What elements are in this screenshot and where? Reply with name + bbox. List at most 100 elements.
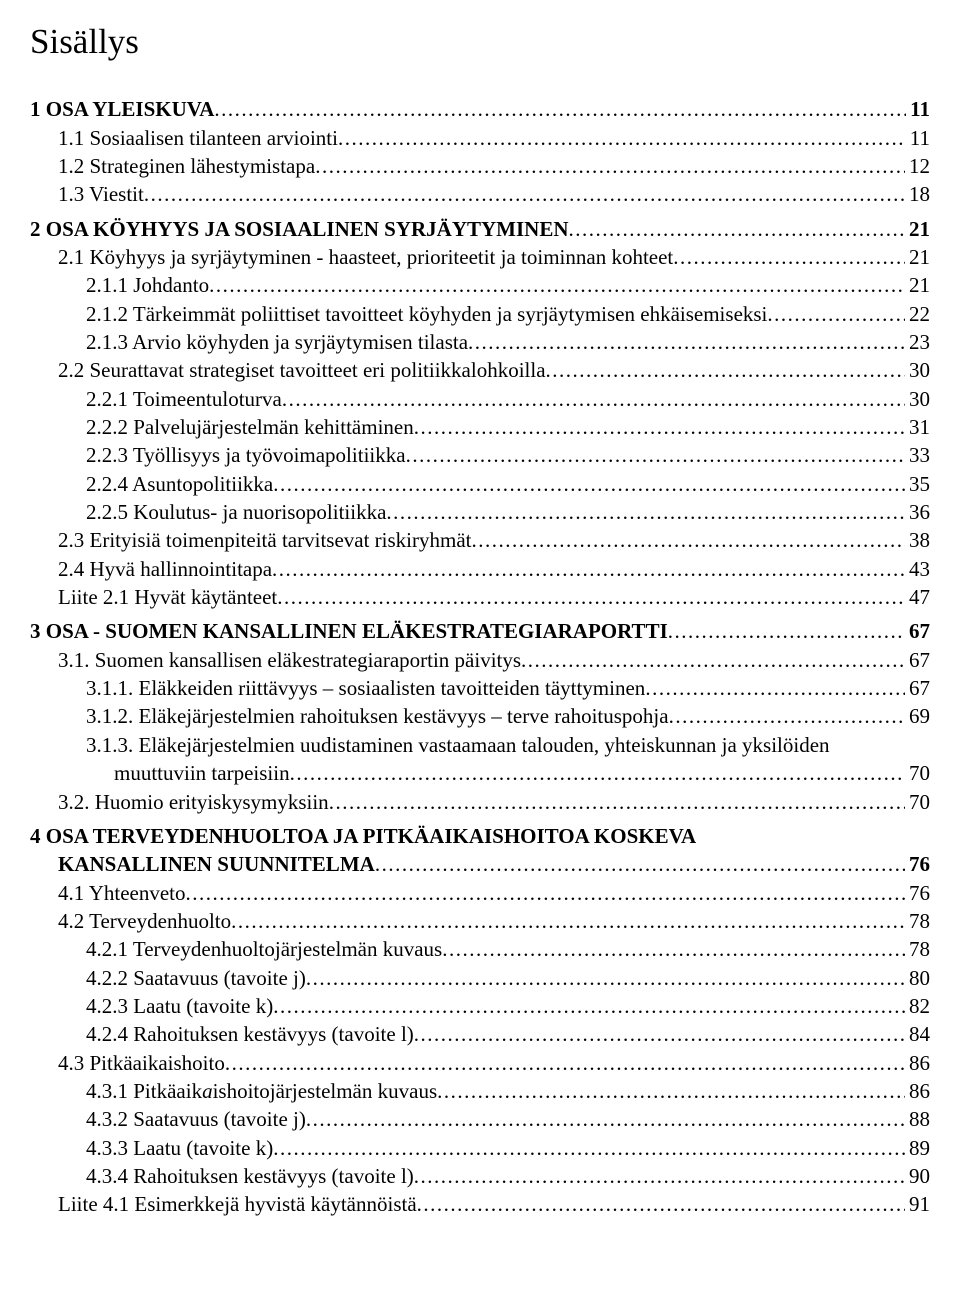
toc-entry-page: 90	[905, 1162, 930, 1190]
toc-entry: 2 OSA KÖYHYYS JA SOSIAALINEN SYRJÄYTYMIN…	[30, 215, 930, 243]
toc-entry-page: 21	[905, 215, 930, 243]
toc-entry-page: 86	[905, 1077, 930, 1105]
toc-entry-page: 31	[905, 413, 930, 441]
toc-entry: 2.4 Hyvä hallinnointitapa...............…	[30, 555, 930, 583]
toc-entry: 2.2.2 Palvelujärjestelmän kehittäminen..…	[30, 413, 930, 441]
toc-entry: muuttuviin tarpeisiin...................…	[30, 759, 930, 787]
toc-entry-text: 2.1.2 Tärkeimmät poliittiset tavoitteet …	[86, 300, 767, 328]
toc-entry-text: 1.1 Sosiaalisen tilanteen arviointi	[58, 124, 338, 152]
toc-entry: 4.3.3 Laatu (tavoite k).................…	[30, 1134, 930, 1162]
toc-entry-text: 3.1.2. Eläkejärjestelmien rahoituksen ke…	[86, 702, 669, 730]
toc-entry-page: 84	[905, 1020, 930, 1048]
toc-entry: 4.2.4 Rahoituksen kestävyys (tavoite l).…	[30, 1020, 930, 1048]
toc-entry-page: 67	[905, 617, 930, 645]
toc-entry-page: 11	[906, 124, 930, 152]
toc-entry-text: 4.2 Terveydenhuolto	[58, 907, 231, 935]
toc-entry: KANSALLINEN SUUNNITELMA.................…	[30, 850, 930, 878]
toc-entry: 3.1.3. Eläkejärjestelmien uudistaminen v…	[30, 731, 930, 759]
toc-entry-text: 2 OSA KÖYHYYS JA SOSIAALINEN SYRJÄYTYMIN…	[30, 215, 569, 243]
table-of-contents: 1 OSA YLEISKUVA.........................…	[30, 95, 930, 1218]
toc-entry: 1.1 Sosiaalisen tilanteen arviointi.....…	[30, 124, 930, 152]
toc-entry-text: 4.3.3 Laatu (tavoite k)	[86, 1134, 273, 1162]
toc-entry: 4 OSA TERVEYDENHUOLTOA JA PITKÄAIKAISHOI…	[30, 822, 930, 850]
toc-entry: 2.1.1 Johdanto..........................…	[30, 271, 930, 299]
toc-entry-text: 2.2.3 Työllisyys ja työvoimapolitiikka	[86, 441, 406, 469]
toc-entry-page: 21	[905, 271, 930, 299]
toc-entry-page: 70	[905, 759, 930, 787]
toc-entry-page: 91	[905, 1190, 930, 1218]
toc-entry-text: Liite 2.1 Hyvät käytänteet	[58, 583, 277, 611]
toc-entry-page: 86	[905, 1049, 930, 1077]
toc-entry-text: 4.1 Yhteenveto	[58, 879, 186, 907]
toc-entry: Liite 4.1 Esimerkkejä hyvistä käytännöis…	[30, 1190, 930, 1218]
toc-entry: 4.3.1 Pitkäaikaishoitojärjestelmän kuvau…	[30, 1077, 930, 1105]
toc-entry-text: 2.2.4 Asuntopolitiikka	[86, 470, 273, 498]
toc-entry-page: 12	[905, 152, 930, 180]
toc-entry-page: 69	[905, 702, 930, 730]
toc-entry: 4.3.2 Saatavuus (tavoite j).............…	[30, 1105, 930, 1133]
toc-entry-text: 3 OSA - SUOMEN KANSALLINEN ELÄKESTRATEGI…	[30, 617, 668, 645]
toc-entry-text: 2.2.1 Toimeentuloturva	[86, 385, 282, 413]
toc-entry-text: 3.1.3. Eläkejärjestelmien uudistaminen v…	[86, 731, 830, 759]
toc-entry-text: 4.3.1 Pitkäaikaishoitojärjestelmän kuvau…	[86, 1077, 437, 1105]
toc-entry-page: 30	[905, 385, 930, 413]
toc-entry-text: 2.1 Köyhyys ja syrjäytyminen - haasteet,…	[58, 243, 673, 271]
toc-entry-text: KANSALLINEN SUUNNITELMA	[58, 850, 375, 878]
toc-entry: 3.1.2. Eläkejärjestelmien rahoituksen ke…	[30, 702, 930, 730]
toc-entry: 2.1.3 Arvio köyhyden ja syrjäytymisen ti…	[30, 328, 930, 356]
toc-entry-text: 2.4 Hyvä hallinnointitapa	[58, 555, 272, 583]
toc-entry-page: 22	[905, 300, 930, 328]
toc-entry-text: 1.2 Strateginen lähestymistapa	[58, 152, 315, 180]
toc-entry: Liite 2.1 Hyvät käytänteet..............…	[30, 583, 930, 611]
page-title: Sisällys	[30, 18, 930, 65]
toc-entry-text: muuttuviin tarpeisiin	[114, 759, 290, 787]
toc-entry-page: 47	[905, 583, 930, 611]
toc-entry-text: 4.2.2 Saatavuus (tavoite j)	[86, 964, 306, 992]
toc-entry-text: 3.1.1. Eläkkeiden riittävyys – sosiaalis…	[86, 674, 645, 702]
toc-entry: 2.2.3 Työllisyys ja työvoimapolitiikka..…	[30, 441, 930, 469]
toc-entry: 2.3 Erityisiä toimenpiteitä tarvitsevat …	[30, 526, 930, 554]
toc-entry-page: 78	[905, 935, 930, 963]
toc-entry-page: 67	[905, 674, 930, 702]
toc-entry-page: 67	[905, 646, 930, 674]
toc-entry-text: Liite 4.1 Esimerkkejä hyvistä käytännöis…	[58, 1190, 417, 1218]
toc-entry-text: 2.3 Erityisiä toimenpiteitä tarvitsevat …	[58, 526, 472, 554]
toc-entry: 1 OSA YLEISKUVA.........................…	[30, 95, 930, 123]
toc-entry: 2.2.4 Asuntopolitiikka..................…	[30, 470, 930, 498]
toc-entry: 2.2.5 Koulutus- ja nuorisopolitiikka....…	[30, 498, 930, 526]
toc-entry-page: 76	[905, 850, 930, 878]
toc-entry-page: 23	[905, 328, 930, 356]
toc-entry-page: 35	[905, 470, 930, 498]
toc-entry-page: 33	[905, 441, 930, 469]
toc-entry-text: 2.1.1 Johdanto	[86, 271, 209, 299]
toc-entry-text: 4 OSA TERVEYDENHUOLTOA JA PITKÄAIKAISHOI…	[30, 822, 696, 850]
toc-entry-page: 70	[905, 788, 930, 816]
toc-entry: 4.2 Terveydenhuolto.....................…	[30, 907, 930, 935]
toc-entry-page: 82	[905, 992, 930, 1020]
toc-entry: 4.2.3 Laatu (tavoite k).................…	[30, 992, 930, 1020]
toc-entry-text: 2.2.2 Palvelujärjestelmän kehittäminen	[86, 413, 414, 441]
toc-entry: 3 OSA - SUOMEN KANSALLINEN ELÄKESTRATEGI…	[30, 617, 930, 645]
toc-entry-text: 2.1.3 Arvio köyhyden ja syrjäytymisen ti…	[86, 328, 468, 356]
toc-entry: 4.1 Yhteenveto..........................…	[30, 879, 930, 907]
toc-entry-page: 30	[905, 356, 930, 384]
toc-entry-page: 89	[905, 1134, 930, 1162]
toc-entry-page: 43	[905, 555, 930, 583]
toc-entry-page: 18	[905, 180, 930, 208]
toc-entry-text: 2.2 Seurattavat strategiset tavoitteet e…	[58, 356, 546, 384]
toc-entry-text: 4.3.2 Saatavuus (tavoite j)	[86, 1105, 306, 1133]
toc-entry: 2.1 Köyhyys ja syrjäytyminen - haasteet,…	[30, 243, 930, 271]
toc-entry: 4.3.4 Rahoituksen kestävyys (tavoite l).…	[30, 1162, 930, 1190]
toc-entry-text: 3.1. Suomen kansallisen eläkestrategiara…	[58, 646, 521, 674]
toc-entry-page: 36	[905, 498, 930, 526]
toc-entry: 4.2.1 Terveydenhuoltojärjestelmän kuvaus…	[30, 935, 930, 963]
toc-entry-text: 4.3 Pitkäaikaishoito	[58, 1049, 225, 1077]
toc-entry: 3.1. Suomen kansallisen eläkestrategiara…	[30, 646, 930, 674]
toc-entry: 2.2 Seurattavat strategiset tavoitteet e…	[30, 356, 930, 384]
toc-entry-text: 1.3 Viestit	[58, 180, 144, 208]
toc-entry-text: 4.2.4 Rahoituksen kestävyys (tavoite l)	[86, 1020, 414, 1048]
toc-entry-page: 80	[905, 964, 930, 992]
toc-entry-text: 2.2.5 Koulutus- ja nuorisopolitiikka	[86, 498, 386, 526]
toc-entry: 4.3 Pitkäaikaishoito....................…	[30, 1049, 930, 1077]
toc-entry: 2.2.1 Toimeentuloturva..................…	[30, 385, 930, 413]
